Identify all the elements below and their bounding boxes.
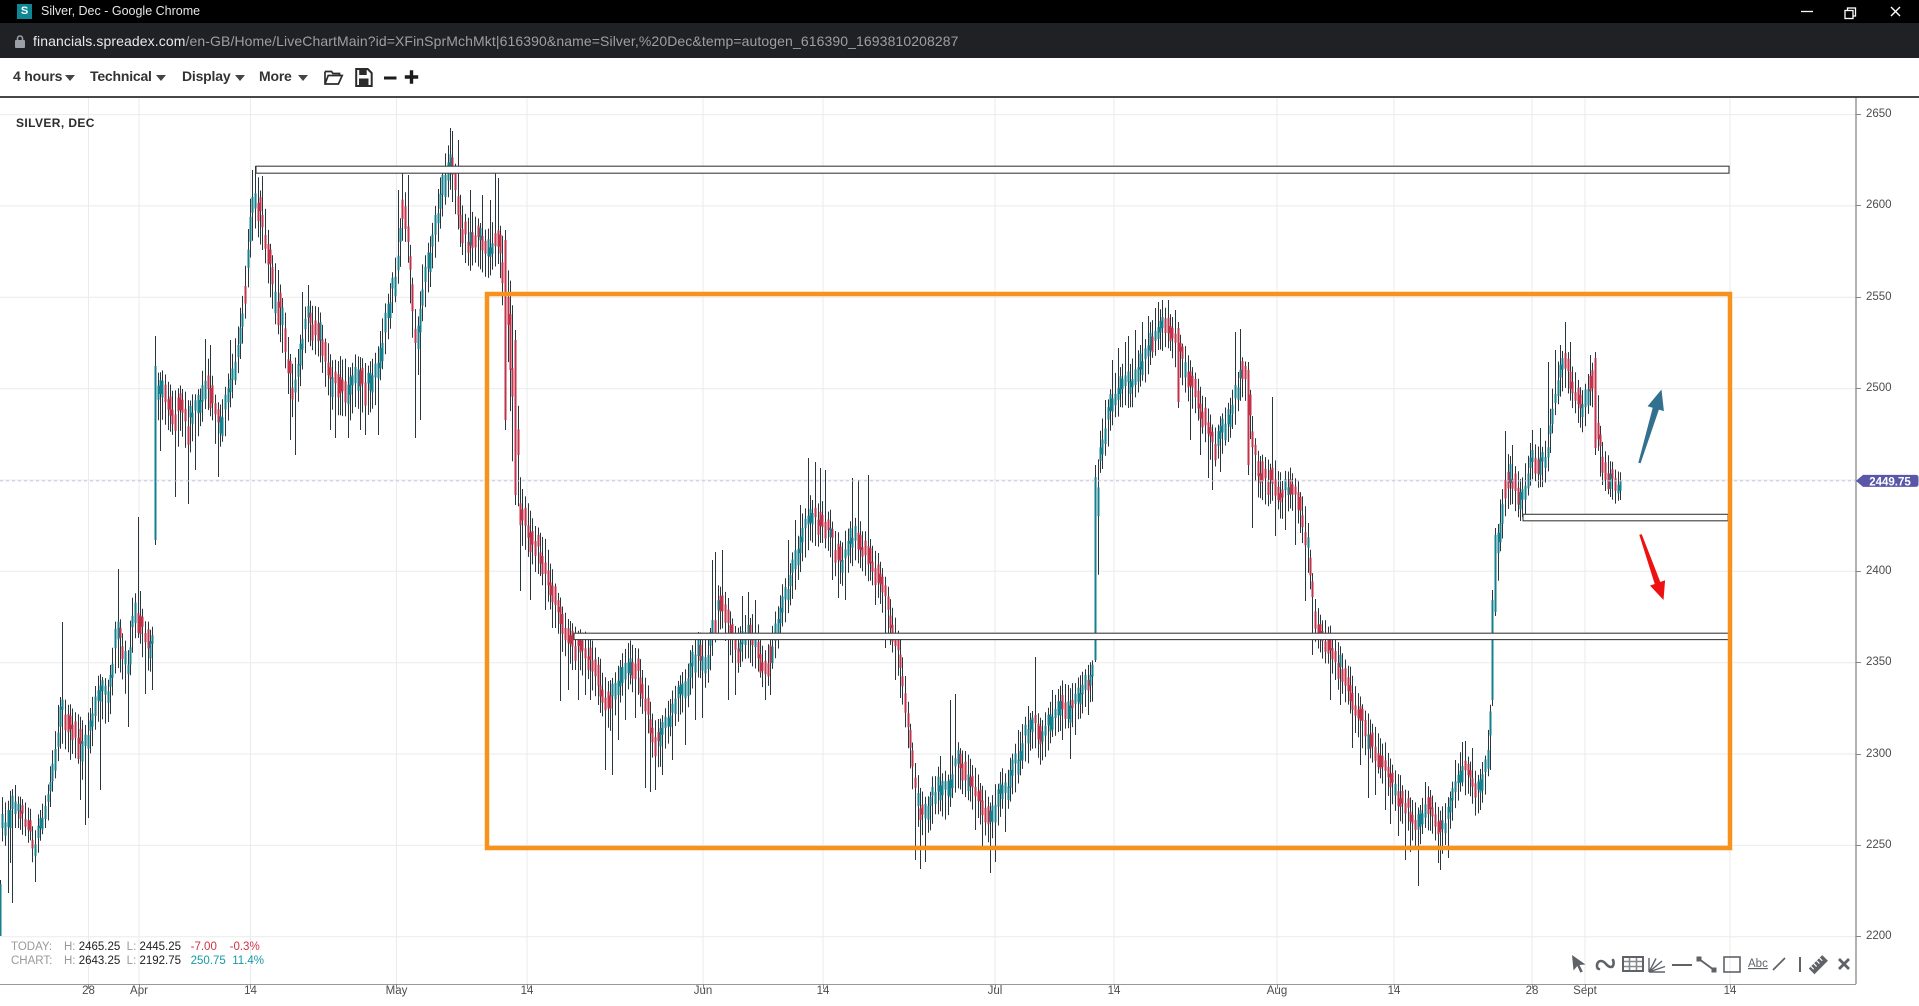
svg-text:2449.75: 2449.75	[1869, 476, 1911, 488]
svg-text:Abc: Abc	[1748, 958, 1768, 970]
